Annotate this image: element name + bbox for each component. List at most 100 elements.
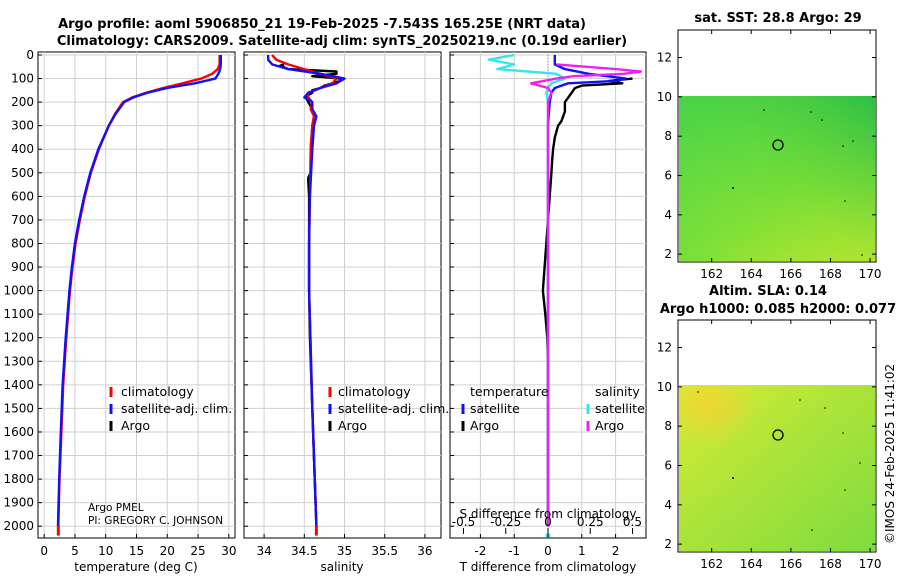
map-x-tick-label: 168 — [819, 557, 842, 571]
difference-lines — [487, 52, 643, 539]
map-x-tick-label: 166 — [779, 267, 802, 281]
difference-legend: temperature salinity satellite Argo sate… — [461, 384, 645, 433]
legend-satellite-adj: satellite-adj. clim. — [121, 401, 232, 416]
x-tick-label: 36 — [417, 544, 432, 558]
sla-coastline-dots — [697, 391, 861, 531]
series-s-argo — [529, 63, 643, 527]
top-tick-label: 0 — [544, 515, 552, 529]
map-y-tick-label: 12 — [657, 51, 672, 65]
x-tick-label: 2 — [612, 544, 620, 558]
legend-argo: Argo — [338, 418, 367, 433]
sst-map-ticks: 162 164 166 168 170 2 4 6 8 10 12 — [657, 30, 882, 281]
sla-map-ticks: 162 164 166 168 170 2 4 6 8 10 12 — [657, 320, 882, 571]
salinity-panel: 34 34.5 35 35.5 36 salinity climatology sate… — [243, 51, 449, 574]
depth-tick-label: 700 — [11, 213, 34, 227]
credit-org: Argo PMEL — [88, 502, 144, 514]
legend-s-argo: Argo — [595, 418, 624, 433]
legend-climatology: climatology — [338, 384, 411, 399]
depth-tick-label: 1400 — [3, 378, 34, 392]
salinity-xlabel: salinity — [320, 560, 363, 574]
map-y-tick-label: 4 — [664, 498, 672, 512]
legend-t-argo: Argo — [470, 418, 499, 433]
top-tick-label: 0.25 — [577, 515, 604, 529]
x-tick-label: 1 — [578, 544, 586, 558]
sst-coastline-dots — [732, 109, 863, 256]
depth-tick-label: 0 — [26, 48, 34, 62]
credit-pi: PI: GREGORY C. JOHNSON — [88, 515, 223, 527]
salinity-legend: climatology satellite-adj. clim. Argo — [328, 384, 449, 433]
salinity-lines — [266, 54, 346, 536]
map-y-tick-label: 8 — [664, 129, 672, 143]
x-tick-label: 0 — [40, 544, 48, 558]
legend-s-satellite: satellite — [595, 401, 645, 416]
map-x-tick-label: 162 — [700, 557, 723, 571]
depth-tick-labels: 0 100 200 300 400 500 600 700 800 900 1000 1100 1200… — [3, 48, 34, 533]
x-tick-label: 20 — [160, 544, 175, 558]
temperature-lines — [56, 55, 222, 536]
x-tick-label: 15 — [129, 544, 144, 558]
title-line-2: Climatology: CARS2009. Satellite-adj cli… — [57, 34, 627, 49]
salinity-grid — [244, 52, 441, 538]
x-tick-label: 10 — [98, 544, 113, 558]
series-satellite-adj--clim- — [266, 55, 346, 527]
map-y-tick-label: 4 — [664, 208, 672, 222]
map-y-tick-label: 8 — [664, 419, 672, 433]
difference-x-ticks: -2 -1 0 1 2 — [474, 534, 619, 558]
difference-xlabel: T difference from climatology — [459, 560, 637, 574]
depth-tick-label: 500 — [11, 166, 34, 180]
depth-tick-label: 1000 — [3, 284, 34, 298]
top-tick-label: -0.5 — [452, 515, 475, 529]
salinity-x-ticks: 34 34.5 35 35.5 36 — [256, 534, 433, 558]
series-satellite-adj--clim- — [56, 55, 222, 527]
depth-tick-label: 400 — [11, 142, 34, 156]
depth-tick-label: 1900 — [3, 496, 34, 510]
map-x-tick-label: 168 — [819, 267, 842, 281]
legend-argo: Argo — [121, 418, 150, 433]
map-y-tick-label: 2 — [664, 247, 672, 261]
depth-tick-label: 200 — [11, 95, 34, 109]
imos-watermark: ©IMOS 24-Feb-2025 11:41:02 — [883, 364, 897, 544]
depth-tick-label: 600 — [11, 189, 34, 203]
depth-tick-label: 1100 — [3, 307, 34, 321]
temperature-xlabel: temperature (deg C) — [74, 560, 197, 574]
map-y-tick-label: 6 — [664, 168, 672, 182]
sst-map-title: sat. SST: 28.8 Argo: 29 — [694, 11, 861, 26]
legend-t-satellite: satellite — [470, 401, 520, 416]
map-x-tick-label: 166 — [779, 557, 802, 571]
legend-temperature-title: temperature — [470, 384, 549, 399]
sla-map-panel: Altim. SLA: 0.14 Argo h1000: 0.085 h2000… — [657, 284, 896, 571]
map-y-tick-label: 2 — [664, 537, 672, 551]
x-tick-label: 34.5 — [291, 544, 318, 558]
x-tick-label: 35.5 — [371, 544, 398, 558]
sla-map-subtitle: Argo h1000: 0.085 h2000: 0.077 — [660, 302, 896, 317]
legend-salinity-title: salinity — [595, 384, 640, 399]
depth-tick-label: 800 — [11, 236, 34, 250]
top-tick-label: -0.25 — [490, 515, 521, 529]
x-tick-label: -1 — [508, 544, 520, 558]
sla-argo-position-marker — [772, 429, 784, 441]
x-tick-label: 0 — [544, 544, 552, 558]
map-x-tick-label: 164 — [740, 267, 763, 281]
depth-tick-label: 1800 — [3, 472, 34, 486]
legend-satellite-adj: satellite-adj. clim. — [338, 401, 449, 416]
difference-top-ticks: -0.5 -0.25 0 0.25 0.5 — [452, 515, 642, 534]
depth-tick-label: 1700 — [3, 449, 34, 463]
depth-tick-label: 2000 — [3, 519, 34, 533]
sst-map-panel: sat. SST: 28.8 Argo: 29 162 164 166 168 170 2… — [657, 11, 882, 281]
legend-climatology: climatology — [121, 384, 194, 399]
map-y-tick-label: 6 — [664, 458, 672, 472]
depth-tick-label: 1300 — [3, 354, 34, 368]
map-y-tick-label: 10 — [657, 90, 672, 104]
depth-tick-label: 100 — [11, 72, 34, 86]
map-x-tick-label: 164 — [740, 557, 763, 571]
map-y-tick-label: 12 — [657, 341, 672, 355]
depth-tick-label: 1500 — [3, 401, 34, 415]
x-tick-label: -2 — [474, 544, 486, 558]
temperature-x-ticks: 0 5 10 15 20 25 30 — [40, 534, 236, 558]
difference-top-label: S difference from climatology — [460, 507, 637, 521]
difference-panel: -2 -1 0 1 2 -0.5 -0.25 0 0.25 0.5 T difference f… — [449, 51, 647, 574]
x-tick-label: 25 — [190, 544, 205, 558]
x-tick-label: 5 — [71, 544, 79, 558]
sst-field-shade — [679, 96, 875, 261]
